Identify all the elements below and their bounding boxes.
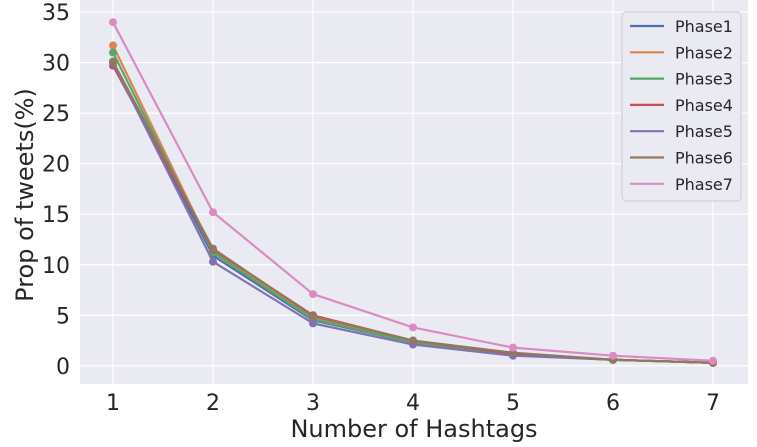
y-tick-label: 15 [42, 203, 70, 228]
x-tick-label: 3 [306, 391, 320, 416]
y-tick-label: 35 [42, 1, 70, 26]
x-tick-label: 6 [606, 391, 620, 416]
phase7-point [609, 351, 617, 360]
legend-label-phase7: Phase7 [675, 175, 733, 194]
phase6-point [409, 336, 417, 345]
phase6-point [309, 312, 317, 321]
legend-label-phase1: Phase1 [675, 17, 733, 36]
y-tick-label: 25 [42, 102, 70, 127]
legend-label-phase2: Phase2 [675, 43, 733, 62]
x-tick-label: 5 [506, 391, 520, 416]
phase6-point [109, 57, 117, 66]
phase7-point [109, 18, 117, 27]
y-tick-label: 0 [56, 355, 70, 380]
phase7-point [409, 323, 417, 332]
legend-label-phase5: Phase5 [675, 122, 733, 141]
x-tick-label: 7 [706, 391, 720, 416]
x-tick-label: 4 [406, 391, 420, 416]
phase7-point [309, 290, 317, 299]
y-tick-label: 30 [42, 52, 70, 77]
phase5-point [309, 319, 317, 328]
y-tick-label: 5 [56, 304, 70, 329]
series-group [109, 18, 717, 367]
phase5-point [209, 257, 217, 266]
phase7-point [509, 343, 517, 352]
x-tick-label: 1 [106, 391, 120, 416]
grid-lines [80, 0, 748, 384]
legend-label-phase4: Phase4 [675, 96, 733, 115]
legend-label-phase3: Phase3 [675, 70, 733, 89]
x-axis-title: Number of Hashtags [290, 415, 537, 443]
legend-box [621, 11, 742, 202]
y-axis-title: Prop of tweets(%) [11, 88, 39, 302]
y-tick-labels: 0 5 10 15 20 25 30 35 [42, 1, 70, 380]
phase7-point [209, 208, 217, 217]
phase3-point [109, 48, 117, 57]
x-tick-label: 2 [206, 391, 220, 416]
legend: Phase1 Phase2 Phase3 Phase4 Phase5 Phase6 Phas… [621, 11, 742, 202]
legend-label-phase6: Phase6 [675, 149, 733, 168]
phase2-point [109, 41, 117, 50]
phase7-point [709, 356, 717, 365]
y-tick-label: 20 [42, 153, 70, 178]
phase6-point [209, 244, 217, 253]
x-tick-labels: 1 2 3 4 5 6 7 [106, 391, 720, 416]
y-tick-label: 10 [42, 254, 70, 279]
